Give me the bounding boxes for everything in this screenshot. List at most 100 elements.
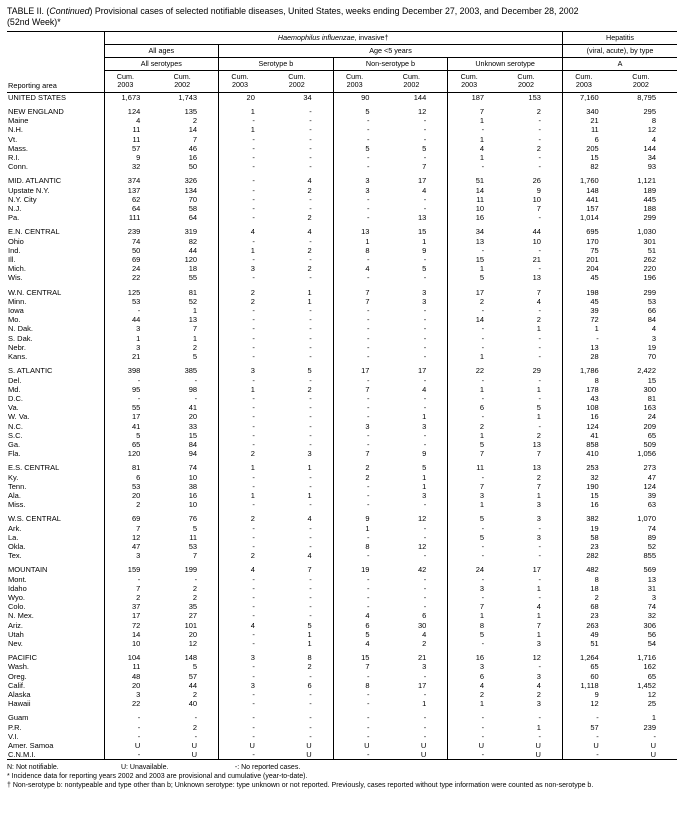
reporting-area-cell: Alaska xyxy=(8,690,31,699)
value-cell: - xyxy=(423,690,427,699)
value-cell: - xyxy=(218,690,276,700)
value-cell xyxy=(561,361,620,367)
value-cell: 1,786 xyxy=(561,366,620,376)
table-row: S.C. 5 15 - - - - 1 2 41 65 xyxy=(7,430,677,440)
value-cell: 21 xyxy=(103,352,162,362)
value-cell: - xyxy=(309,523,312,533)
value-cell: 13 xyxy=(647,574,657,584)
value-cell: - xyxy=(332,731,391,742)
value-cell xyxy=(561,509,620,515)
reporting-area-header: Reporting area xyxy=(7,31,104,93)
table-row: Mo. 44 13 - - - - 14 2 72 84 xyxy=(7,315,677,325)
value-cell: 1 xyxy=(103,333,162,343)
value-cell: 44 xyxy=(188,680,198,690)
value-cell: 8 xyxy=(307,653,312,663)
value-cell: 196 xyxy=(643,273,657,283)
value-cell: 4 xyxy=(651,324,657,334)
value-cell: 93 xyxy=(647,162,657,172)
value-cell: - xyxy=(423,134,427,144)
value-cell: 4 xyxy=(536,296,541,306)
value-cell: - xyxy=(309,541,312,551)
value-cell: - xyxy=(218,671,276,681)
value-cell: 16 xyxy=(561,500,620,510)
value-cell: - xyxy=(309,500,312,510)
table-row: MID. ATLANTIC 374 326 - 4 3 17 51 26 1,760 1,121 xyxy=(7,176,677,186)
value-cell: 4 xyxy=(218,620,276,630)
value-cell: - xyxy=(309,315,312,325)
table-row: Alaska 3 2 - - - - 2 2 9 12 xyxy=(7,690,677,700)
value-cell: 1 xyxy=(218,490,276,501)
value-cell: 39 xyxy=(647,490,657,500)
table-title-continued: Continued xyxy=(49,6,90,16)
value-cell: 3 xyxy=(218,366,276,376)
value-cell: - xyxy=(538,264,541,274)
value-cell: 1,452 xyxy=(637,680,657,690)
value-cell: - xyxy=(309,699,312,709)
value-cell: 94 xyxy=(188,449,198,459)
reporting-area-cell: N. Dak. xyxy=(8,324,34,334)
value-cell: - xyxy=(218,750,276,760)
value-cell: 148 xyxy=(184,653,198,663)
value-cell: - xyxy=(103,750,162,760)
value-cell: 189 xyxy=(643,185,657,195)
value-cell: 2 xyxy=(536,315,541,325)
value-cell xyxy=(218,560,276,566)
table-row: S. ATLANTIC 398 385 3 5 17 17 22 29 1,786 2,422 xyxy=(7,366,677,376)
value-cell: 2 xyxy=(332,463,391,473)
value-cell: - xyxy=(194,393,198,403)
value-cell: 1 xyxy=(447,500,506,510)
value-cell: 1,056 xyxy=(637,449,657,459)
reporting-area-cell: Tenn. xyxy=(8,481,27,491)
value-cell: 3 xyxy=(332,176,391,186)
table-row: Wyo. 2 2 - - - - - - 2 3 xyxy=(7,592,677,603)
value-cell: - xyxy=(309,255,312,265)
value-cell: - xyxy=(309,162,312,172)
value-cell: - xyxy=(423,551,427,561)
reporting-area-cell: Pa. xyxy=(8,213,20,223)
value-cell: 32 xyxy=(103,162,162,172)
value-cell: 23 xyxy=(561,541,620,552)
value-cell: - xyxy=(423,255,427,265)
value-cell: 148 xyxy=(561,185,620,195)
value-cell: 1 xyxy=(536,324,541,334)
reporting-area-cell: C.N.M.I. xyxy=(8,750,36,760)
value-cell: 2 xyxy=(218,296,276,307)
value-cell: 51 xyxy=(647,245,657,255)
table-title: TABLE II. (Continued) Provisional cases … xyxy=(7,6,677,28)
table-row: Guam - - - - - - - - - 1 xyxy=(7,713,677,723)
value-cell: 65 xyxy=(103,439,162,450)
value-cell: 1 xyxy=(651,713,657,723)
value-cell: - xyxy=(332,412,391,422)
table-row: W.N. CENTRAL 125 81 2 1 7 3 17 7 198 299 xyxy=(7,287,677,297)
value-cell: - xyxy=(309,430,312,440)
table-row: PACIFIC 104 148 3 8 15 21 16 12 1,264 1,716 xyxy=(7,653,677,663)
value-cell: 82 xyxy=(561,162,620,172)
value-cell: 21 xyxy=(417,653,427,663)
value-cell: - xyxy=(332,671,391,681)
value-cell: 695 xyxy=(561,227,620,237)
value-cell xyxy=(561,282,620,288)
value-cell: - xyxy=(218,731,276,742)
value-cell: 7 xyxy=(192,324,198,334)
value-cell: 53 xyxy=(103,296,162,307)
value-cell: 4 xyxy=(307,551,312,561)
value-cell: - xyxy=(423,375,427,385)
value-cell: 1 xyxy=(218,245,276,256)
value-cell: 6 xyxy=(447,403,506,413)
value-cell: - xyxy=(423,671,427,681)
value-cell: - xyxy=(447,523,506,533)
value-cell: - xyxy=(538,523,541,533)
value-cell: - xyxy=(447,731,506,742)
value-cell: 124 xyxy=(103,107,162,117)
value-cell: 3 xyxy=(422,421,427,431)
all-serotypes-header: All serotypes xyxy=(103,57,219,71)
value-cell xyxy=(447,361,506,367)
value-cell: 10 xyxy=(447,204,506,214)
value-cell: - xyxy=(218,204,276,214)
value-cell xyxy=(332,102,391,108)
value-cell: 299 xyxy=(643,213,657,223)
value-cell: - xyxy=(332,430,391,440)
value-cell: 2 xyxy=(561,592,620,603)
reporting-area-cell: W.S. CENTRAL xyxy=(8,514,61,524)
value-cell: - xyxy=(423,116,427,126)
